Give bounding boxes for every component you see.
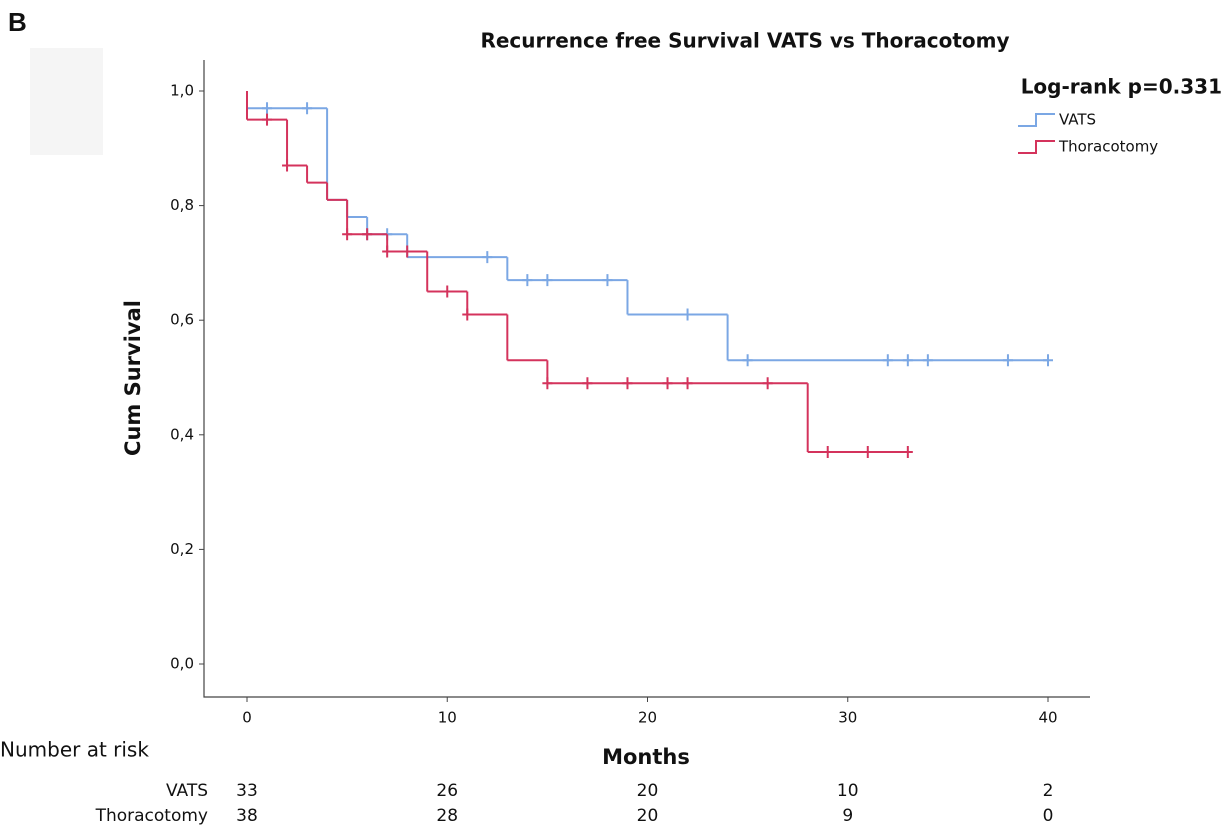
risk-row-label: VATS bbox=[166, 781, 208, 801]
x-tick-label: 0 bbox=[242, 709, 252, 727]
censor-mark bbox=[362, 228, 373, 241]
risk-value: 28 bbox=[436, 806, 458, 826]
x-tick-label: 40 bbox=[1038, 709, 1057, 727]
censor-mark bbox=[902, 354, 913, 367]
x-tick-label: 30 bbox=[838, 709, 857, 727]
censor-mark bbox=[682, 377, 693, 390]
risk-row-label: Thoracotomy bbox=[95, 806, 208, 826]
censor-mark bbox=[902, 445, 913, 458]
censor-mark bbox=[682, 308, 693, 321]
censor-mark bbox=[862, 445, 873, 458]
annotation: Log-rank p=0.331 bbox=[1021, 75, 1222, 99]
censor-mark bbox=[262, 113, 273, 126]
blank-box bbox=[30, 48, 103, 155]
censor-mark bbox=[302, 102, 313, 115]
censor-mark bbox=[822, 445, 833, 458]
censor-mark bbox=[262, 102, 273, 115]
legend-symbol bbox=[1018, 113, 1055, 127]
censor-mark bbox=[582, 377, 593, 390]
y-tick-label: 0,8 bbox=[170, 196, 194, 214]
risk-value: 26 bbox=[436, 781, 458, 801]
y-tick-label: 1,0 bbox=[170, 82, 194, 100]
x-tick-label: 20 bbox=[638, 709, 657, 727]
censor-mark bbox=[882, 354, 893, 367]
risk-value: 20 bbox=[637, 781, 659, 801]
risk-value: 2 bbox=[1043, 781, 1054, 801]
y-axis-label: Cum Survival bbox=[121, 300, 145, 456]
risk-value: 33 bbox=[236, 781, 258, 801]
y-tick-label: 0,6 bbox=[170, 311, 194, 329]
censor-mark bbox=[522, 274, 533, 287]
censor-mark bbox=[342, 228, 353, 241]
legend-label: Thoracotomy bbox=[1058, 138, 1158, 156]
censor-mark bbox=[622, 377, 633, 390]
censor-mark bbox=[382, 245, 393, 258]
censor-mark bbox=[542, 377, 553, 390]
chart-title: Recurrence free Survival VATS vs Thoraco… bbox=[480, 29, 1009, 53]
censor-mark bbox=[662, 377, 673, 390]
censor-mark bbox=[602, 274, 613, 287]
axes bbox=[203, 60, 1090, 698]
censor-mark bbox=[542, 274, 553, 287]
risk-title: Number at risk bbox=[0, 738, 149, 762]
y-tick-label: 0,2 bbox=[170, 540, 194, 558]
censor-mark bbox=[922, 354, 933, 367]
censor-mark bbox=[482, 251, 493, 264]
y-tick-label: 0,4 bbox=[170, 425, 194, 443]
panel-label: B bbox=[8, 7, 27, 37]
censor-mark bbox=[282, 159, 293, 172]
censor-mark bbox=[402, 245, 413, 258]
risk-value: 9 bbox=[842, 806, 853, 826]
y-tick-label: 0,0 bbox=[170, 655, 194, 673]
x-axis-label: Months bbox=[602, 745, 690, 769]
censor-mark bbox=[762, 377, 773, 390]
censor-mark bbox=[742, 354, 753, 367]
legend-symbol bbox=[1018, 140, 1055, 154]
risk-value: 10 bbox=[837, 781, 859, 801]
censor-mark bbox=[1002, 354, 1013, 367]
risk-value: 20 bbox=[637, 806, 659, 826]
risk-value: 38 bbox=[236, 806, 258, 826]
risk-value: 0 bbox=[1043, 806, 1054, 826]
censor-mark bbox=[1043, 354, 1053, 367]
censor-mark bbox=[462, 308, 473, 321]
censor-mark bbox=[442, 285, 453, 298]
x-tick-label: 10 bbox=[438, 709, 457, 727]
legend-label: VATS bbox=[1059, 111, 1096, 129]
